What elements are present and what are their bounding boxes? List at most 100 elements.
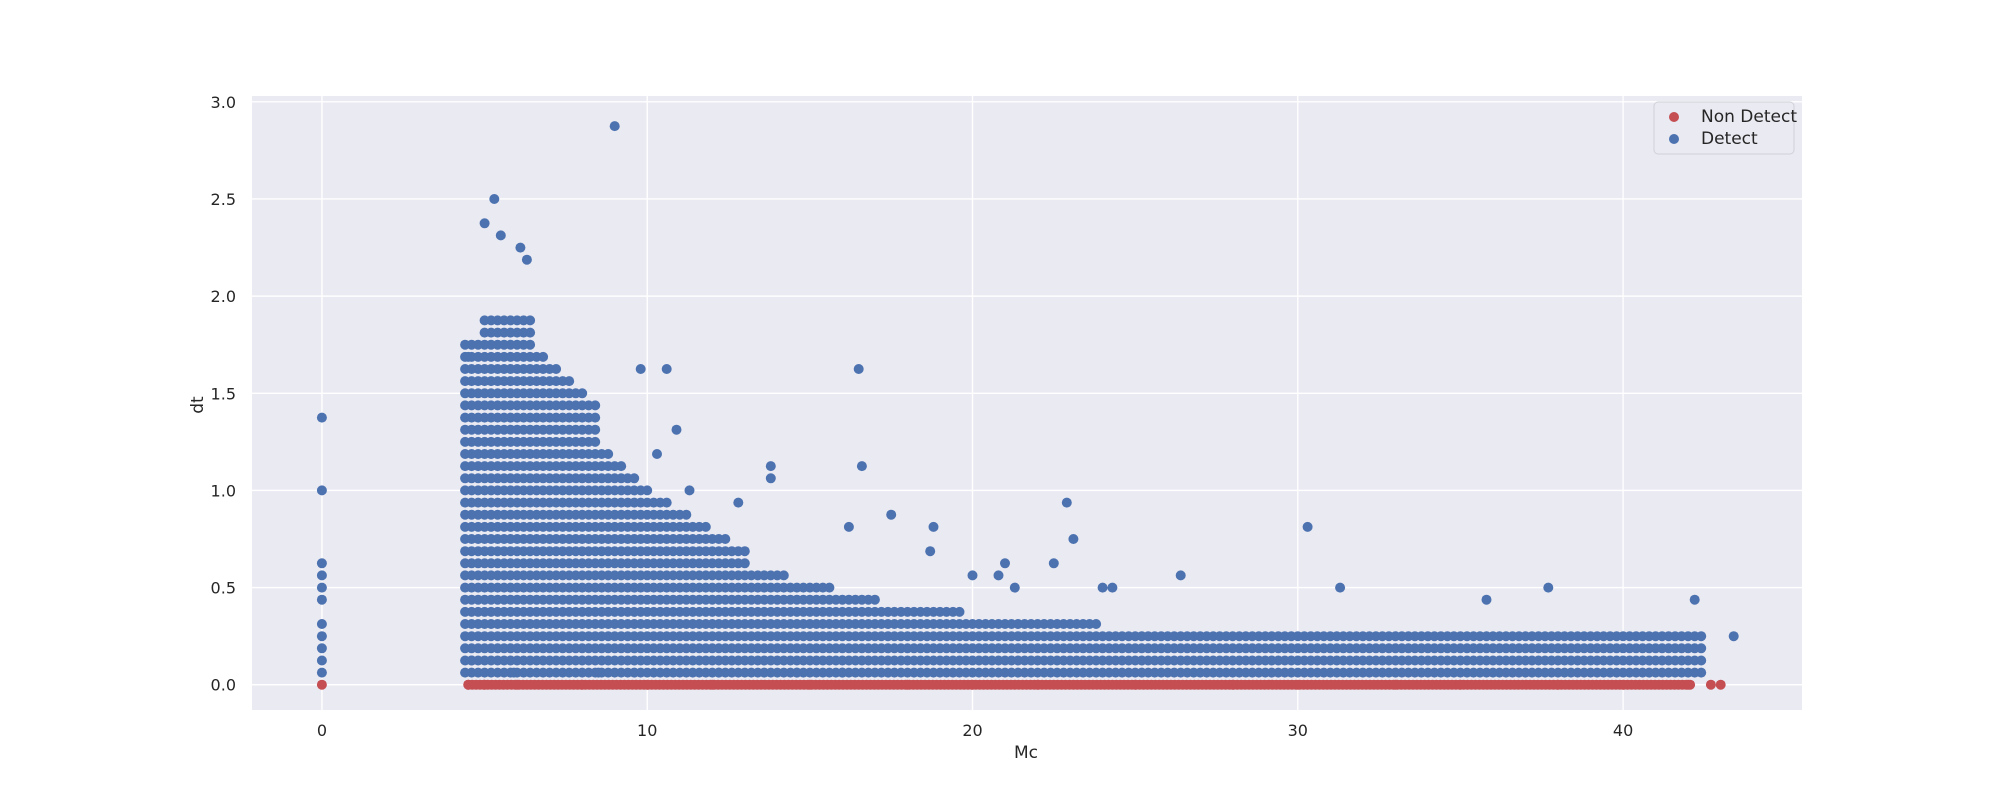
detect-point (661, 364, 672, 374)
non-detect-point (804, 679, 815, 690)
detect-point (316, 619, 327, 629)
detect-point (1009, 582, 1020, 593)
detect-point (1091, 619, 1102, 629)
detect-point (720, 534, 731, 544)
non-detect-point (463, 679, 474, 690)
detect-point (616, 461, 627, 472)
detect-point (463, 351, 474, 362)
detect-point (629, 473, 640, 484)
detect-point (316, 667, 327, 678)
non-detect-point (1130, 679, 1141, 690)
legend-marker-detect (1669, 134, 1679, 144)
x-tick-label: 20 (962, 721, 982, 740)
x-axis-label: Mc (1014, 743, 1038, 763)
detect-point (316, 485, 327, 496)
non-detect-point (316, 679, 327, 690)
legend-marker-non-detect (1669, 112, 1679, 122)
y-tick-label: 0.5 (211, 579, 236, 598)
detect-point (525, 315, 536, 326)
detect-point (824, 582, 835, 593)
detect-point (551, 364, 562, 374)
detect-point (316, 582, 327, 593)
detect-point (1107, 582, 1118, 593)
non-detect-point (1683, 679, 1694, 690)
detect-point (590, 412, 601, 423)
detect-point (1543, 582, 1554, 593)
non-detect-point (1715, 679, 1726, 690)
non-detect-points (316, 679, 1726, 690)
legend: Non Detect Detect (1653, 101, 1797, 155)
detect-point (1696, 631, 1707, 642)
detect-point (564, 376, 575, 387)
non-detect-point (967, 679, 978, 690)
detect-point (837, 667, 848, 678)
detect-point (739, 546, 750, 557)
detect-point (1000, 558, 1010, 569)
detect-point (993, 570, 1004, 581)
detect-point (791, 667, 802, 678)
legend-label-non-detect: Non Detect (1701, 107, 1797, 127)
detect-point (765, 473, 776, 484)
detect-point (1728, 631, 1739, 642)
detect-point (967, 570, 978, 581)
detect-point (489, 194, 500, 204)
detect-point (778, 570, 789, 581)
detect-point (713, 667, 724, 678)
non-detect-point (642, 679, 653, 690)
detect-point (1068, 534, 1079, 544)
non-detect-point (1553, 679, 1563, 690)
detect-point (671, 424, 682, 435)
detect-point (1696, 643, 1707, 654)
detect-point (700, 521, 711, 532)
y-tick-label: 1.5 (211, 384, 236, 403)
detect-point (590, 424, 601, 435)
non-detect-point (512, 679, 523, 690)
data-points (316, 121, 1739, 690)
x-axis-ticks: 0 10 20 30 40 (317, 721, 1633, 740)
detect-point (1696, 667, 1707, 678)
detect-point (538, 351, 549, 362)
detect-point (733, 497, 744, 508)
detect-point (508, 667, 519, 678)
detect-point (856, 461, 867, 472)
x-tick-label: 0 (317, 721, 327, 740)
detect-point (316, 570, 327, 581)
detect-point-cloud (460, 315, 1707, 678)
non-detect-point (1390, 679, 1401, 690)
non-detect-point (479, 679, 490, 690)
detect-point (479, 218, 490, 229)
detect-point (316, 643, 327, 654)
detect-point (765, 461, 776, 472)
detect-point (316, 558, 327, 569)
non-detect-point (1292, 679, 1303, 690)
detect-point (1696, 655, 1707, 666)
detect-point (316, 412, 327, 423)
detect-point (853, 364, 864, 374)
detect-point (1335, 582, 1346, 593)
x-tick-label: 30 (1288, 721, 1308, 740)
detect-point (1302, 521, 1313, 532)
non-detect-point (1032, 679, 1043, 690)
detect-point (515, 242, 526, 253)
x-tick-label: 40 (1613, 721, 1633, 740)
detect-point (593, 667, 604, 678)
detect-point (316, 631, 327, 642)
y-axis-ticks: 0.0 0.5 1.0 1.5 2.0 2.5 3.0 (211, 93, 236, 695)
detect-point (525, 339, 536, 350)
detect-point (954, 606, 965, 617)
detect-point (525, 327, 536, 338)
y-tick-label: 2.0 (211, 287, 236, 306)
non-detect-point (1618, 679, 1629, 690)
y-tick-label: 2.5 (211, 190, 236, 209)
detect-point (886, 509, 897, 520)
y-axis-label: dt (188, 396, 208, 414)
non-detect-point (1705, 679, 1716, 690)
detect-point (684, 485, 695, 496)
detect-point (642, 485, 653, 496)
detect-point (1061, 497, 1072, 508)
detect-point (609, 121, 620, 132)
detect-point (1481, 594, 1492, 605)
non-detect-point (902, 679, 913, 690)
detect-point (1097, 582, 1108, 593)
